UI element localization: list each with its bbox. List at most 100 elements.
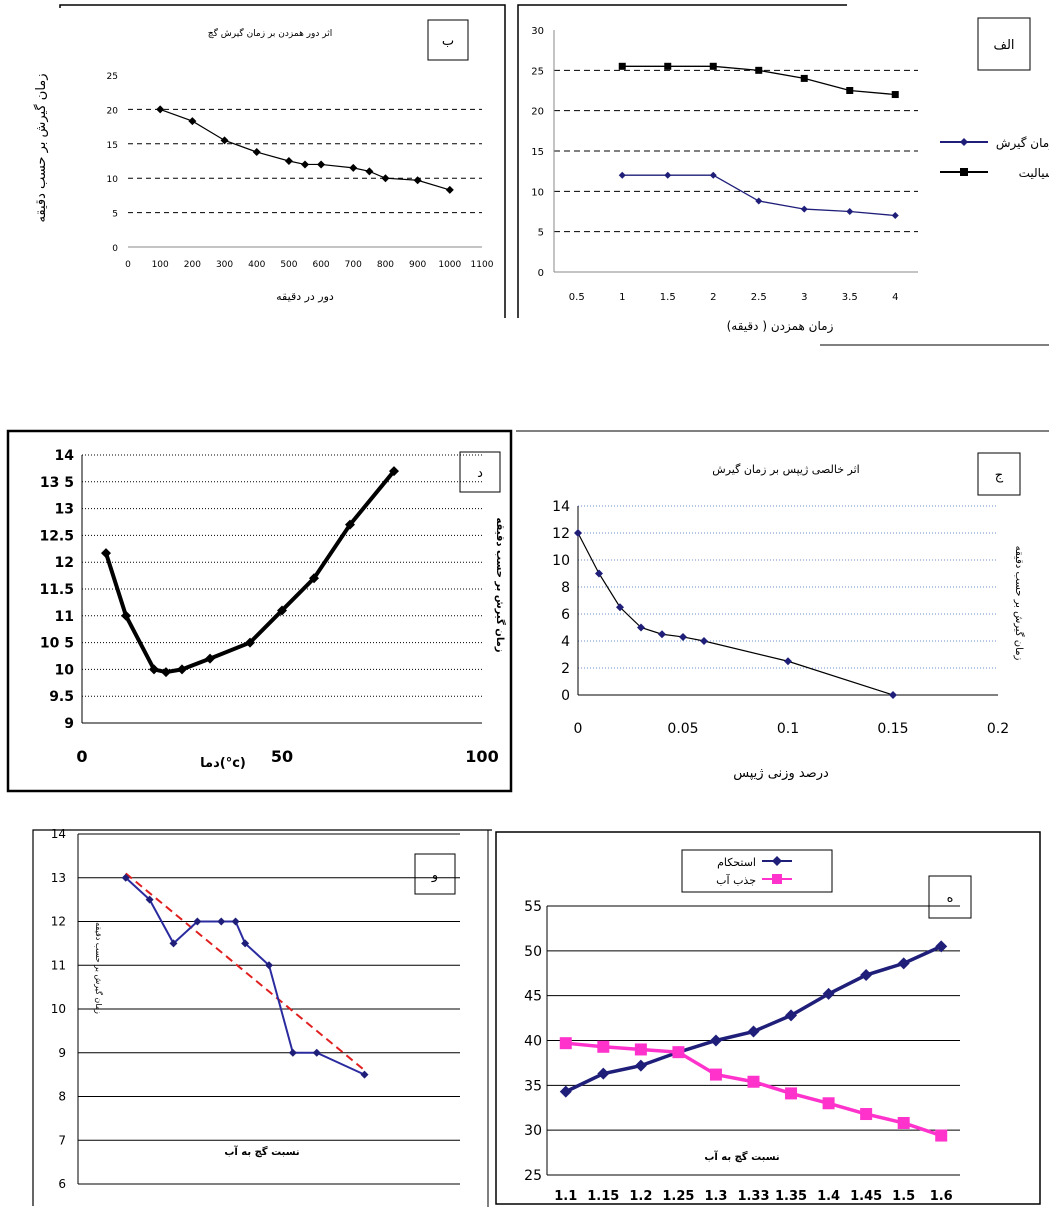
data-point: [784, 657, 792, 666]
data-point: [265, 961, 273, 970]
panel-badge-label: و: [431, 868, 438, 883]
x-axis-label: نسبت گچ به آب: [224, 1145, 299, 1158]
x-tick-label: 100: [152, 260, 169, 270]
data-point: [747, 1075, 760, 1088]
y-tick-label: 9: [64, 716, 74, 732]
x-tick-label: 1.45: [850, 1189, 882, 1204]
data-point: [897, 957, 910, 970]
data-point: [193, 917, 202, 926]
data-point: [672, 1046, 685, 1059]
y-tick-label: 10 5: [40, 636, 74, 652]
data-point: [231, 917, 240, 926]
y-tick-label: 14: [51, 828, 66, 841]
data-point: [891, 212, 899, 220]
y-tick-label: 7: [58, 1133, 66, 1147]
data-point: [220, 136, 229, 145]
data-point: [935, 1129, 948, 1142]
x-tick-label: 50: [271, 747, 293, 766]
panel-badge-label: د: [477, 466, 483, 481]
data-point: [747, 1025, 760, 1038]
x-tick-label: 0.1: [777, 721, 799, 737]
data-point: [188, 117, 197, 126]
y-tick-label: 15: [531, 147, 544, 158]
y-tick-label: 11: [55, 609, 74, 625]
y-tick-label: 8: [561, 580, 570, 596]
y-tick-label: 0: [112, 244, 118, 254]
x-tick-label: 700: [345, 260, 362, 270]
panel-frame: [517, 4, 847, 318]
data-point: [679, 632, 687, 641]
panel-badge-label: ب: [442, 34, 454, 49]
x-tick-label: 2: [710, 292, 716, 303]
data-point: [634, 1043, 647, 1056]
data-point: [559, 1085, 572, 1098]
data-point: [277, 605, 287, 616]
data-point: [121, 610, 131, 621]
data-point: [389, 466, 399, 477]
panel-badge-label: ج: [995, 468, 1004, 483]
y-tick-label: 30: [524, 1123, 542, 1139]
y-axis-label: زمان گیرش بر حسب دقیقه: [1013, 546, 1025, 661]
data-point: [897, 1116, 910, 1129]
x-axis-label: زمان همزدن ( دقیقه): [727, 319, 834, 334]
data-point: [634, 1059, 647, 1072]
x-tick-label: 0.5: [569, 292, 585, 303]
data-point: [288, 1048, 297, 1057]
panel-frame: [32, 829, 492, 1206]
data-point: [616, 603, 624, 612]
data-point: [800, 74, 808, 82]
data-point: [597, 1067, 610, 1080]
panel-badge-box: [928, 875, 972, 919]
y-tick-label: 10: [55, 662, 75, 678]
x-tick-label: 1: [619, 292, 625, 303]
y-tick-label: 30: [531, 26, 544, 37]
data-point: [709, 1068, 722, 1081]
data-point: [891, 91, 899, 99]
y-tick-label: 14: [552, 499, 570, 515]
data-point: [241, 939, 250, 948]
y-tick-label: 0: [561, 688, 570, 704]
x-tick-label: 1.4: [817, 1189, 840, 1204]
legend-label: استحکام: [717, 856, 756, 869]
y-tick-label: 2: [561, 661, 570, 677]
data-point: [785, 1087, 798, 1100]
y-tick-label: 10: [531, 187, 544, 198]
legend-label: زمان گیرش: [996, 136, 1049, 151]
trendline: [125, 872, 366, 1072]
chart-title: اثر خالصی ژیپس بر زمان گیرش: [712, 463, 859, 476]
x-tick-label: 3.5: [842, 292, 858, 303]
data-point: [169, 939, 178, 948]
data-point: [445, 185, 454, 194]
y-tick-label: 10: [552, 553, 570, 569]
data-point: [309, 573, 319, 584]
legend-label: سیالیت: [1019, 166, 1049, 180]
x-tick-label: 1.15: [587, 1189, 619, 1204]
y-tick-label: 15: [107, 141, 118, 151]
legend-label: جذب آب: [716, 873, 756, 887]
y-tick-label: 13 5: [40, 475, 74, 491]
data-point: [252, 148, 261, 157]
data-point: [161, 667, 171, 678]
panel-badge-box: [414, 853, 456, 895]
y-tick-label: 12: [51, 915, 66, 929]
y-tick-label: 13: [51, 871, 66, 885]
x-tick-label: 1000: [438, 260, 461, 270]
y-tick-label: 9: [58, 1046, 66, 1060]
data-point: [177, 664, 187, 675]
data-point: [822, 1097, 835, 1110]
x-tick-label: 300: [216, 260, 233, 270]
y-tick-label: 12: [55, 555, 74, 571]
x-tick-label: 1.1: [554, 1189, 577, 1204]
data-point: [785, 1009, 798, 1022]
data-point: [755, 66, 763, 74]
x-tick-label: 0: [574, 721, 583, 737]
x-tick-label: 1.6: [930, 1189, 953, 1204]
data-point: [145, 895, 154, 904]
y-tick-label: 11.5: [39, 582, 74, 598]
data-point: [312, 1048, 321, 1057]
series-line: [159, 108, 450, 191]
data-point: [574, 529, 582, 537]
data-point: [101, 548, 111, 559]
data-point: [156, 105, 165, 114]
legend-marker: [772, 874, 782, 884]
